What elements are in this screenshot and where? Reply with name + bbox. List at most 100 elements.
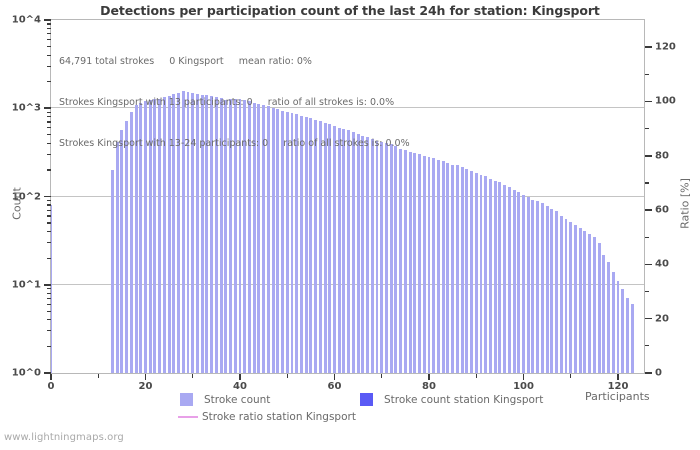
bar — [588, 233, 592, 373]
y-axis-title: Count — [10, 187, 24, 220]
bar — [451, 164, 455, 373]
bar — [498, 182, 502, 373]
bar — [285, 112, 289, 373]
bar — [512, 189, 516, 373]
bar — [120, 130, 124, 373]
y2-axis-tick-label: 20 — [655, 313, 669, 325]
legend-item-station-stroke-count[interactable]: Stroke count station Kingsport — [360, 393, 543, 406]
y-axis-minor-tick — [47, 215, 51, 217]
legend-item-stroke-count[interactable]: Stroke count — [180, 393, 270, 406]
bar — [238, 99, 242, 373]
bar — [380, 142, 384, 373]
legend-label: Stroke count — [204, 393, 271, 406]
y-axis-minor-tick — [47, 231, 51, 233]
chart-title: Detections per participation count of th… — [100, 3, 600, 18]
y2-axis-minor-tick — [645, 236, 649, 238]
y2-axis-tick — [645, 372, 652, 374]
x-axis-minor-tick — [97, 374, 99, 378]
bar — [295, 114, 299, 373]
bar — [153, 99, 157, 373]
bar — [446, 162, 450, 373]
bar — [413, 153, 417, 373]
bar — [436, 159, 440, 373]
bar — [621, 288, 625, 373]
bar — [252, 102, 256, 373]
y2-axis-tick — [645, 317, 652, 320]
y-axis-tick — [44, 107, 51, 110]
bar — [474, 172, 478, 373]
y-axis-minor-tick — [47, 297, 51, 299]
bar — [328, 124, 332, 373]
y-axis-minor-tick — [47, 169, 51, 171]
y-axis-minor-tick — [47, 303, 51, 305]
y-axis-minor-tick — [47, 27, 51, 30]
y-axis-tick — [44, 372, 51, 374]
x-axis-tick — [522, 374, 525, 380]
bar — [233, 98, 237, 373]
y-axis-minor-tick — [47, 345, 51, 348]
y-axis-minor-tick — [47, 121, 51, 123]
x-axis-minor-tick — [475, 374, 477, 378]
bar — [342, 129, 346, 373]
y-axis-minor-tick — [47, 257, 51, 259]
bar — [51, 205, 53, 373]
y-axis-minor-tick — [47, 319, 51, 321]
x-axis-tick — [50, 374, 52, 380]
y-axis-minor-tick — [47, 23, 51, 25]
y-axis-minor-tick — [47, 209, 51, 211]
bar — [219, 98, 223, 373]
x-axis-minor-tick — [192, 374, 194, 378]
bar — [224, 99, 228, 373]
bar — [418, 154, 421, 373]
x-axis-tick-label: 20 — [138, 381, 153, 392]
bar — [290, 113, 294, 373]
bar — [389, 144, 393, 373]
y2-axis-minor-tick — [645, 345, 649, 347]
y2-axis-tick-label: 0 — [655, 367, 662, 379]
bar — [432, 158, 436, 373]
bar — [545, 206, 549, 373]
bar — [479, 175, 483, 373]
y-axis-tick — [44, 195, 51, 198]
y-axis-minor-tick — [47, 54, 51, 56]
bar — [172, 94, 176, 373]
y-axis-minor-tick — [47, 81, 51, 83]
y2-axis-tick — [645, 209, 652, 211]
gridline — [51, 107, 644, 109]
bar — [299, 115, 303, 373]
bar — [333, 125, 336, 373]
bar — [422, 155, 426, 373]
y-axis-minor-tick — [47, 45, 51, 48]
legend-swatch-icon — [180, 393, 193, 406]
bar — [162, 97, 166, 373]
y-axis-minor-tick — [47, 142, 51, 144]
y-axis-tick — [44, 283, 51, 286]
y-axis-minor-tick — [47, 330, 51, 332]
bar — [186, 91, 190, 373]
legend-line-icon — [178, 415, 198, 419]
bar — [347, 130, 351, 373]
bar — [592, 236, 596, 373]
bar — [441, 161, 445, 373]
x-axis-minor-tick — [381, 374, 383, 378]
bar — [115, 141, 119, 373]
bar — [110, 169, 114, 373]
bar — [470, 170, 473, 373]
bar — [408, 151, 412, 373]
bar — [366, 137, 370, 373]
bar — [281, 110, 284, 373]
y-axis-minor-tick — [47, 65, 51, 67]
y-axis-minor-tick — [47, 199, 51, 202]
y2-axis-tick-label: 100 — [655, 95, 676, 107]
bar — [574, 224, 577, 373]
y-axis-minor-tick — [47, 116, 51, 118]
bar — [125, 120, 129, 373]
y-axis-tick-label: 10^1 — [11, 279, 41, 291]
bar — [243, 100, 247, 373]
bar — [351, 131, 355, 373]
y2-axis-minor-tick — [645, 73, 649, 75]
bar — [465, 169, 469, 373]
legend-item-stroke-ratio[interactable]: Stroke ratio station Kingsport — [178, 411, 356, 423]
bar — [564, 218, 568, 373]
